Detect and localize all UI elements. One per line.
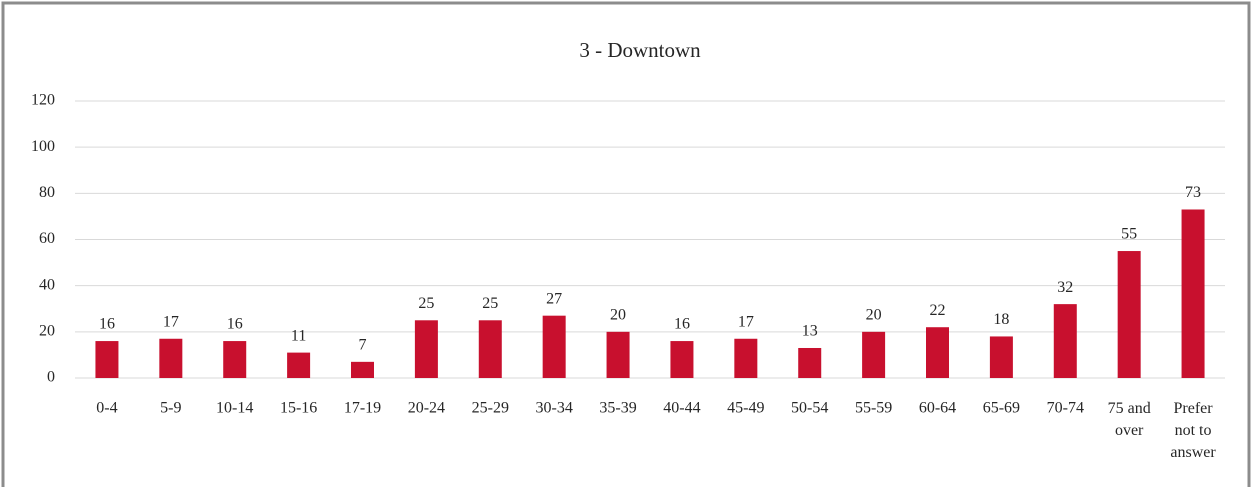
- bar: [606, 331, 630, 378]
- chart-title: 3 - Downtown: [579, 38, 701, 62]
- data-label: 73: [1185, 184, 1201, 201]
- bar: [223, 341, 247, 378]
- bar: [159, 338, 183, 378]
- y-tick-label: 20: [39, 323, 55, 340]
- x-tick-label: 55-59: [855, 400, 892, 417]
- bar: [862, 331, 886, 378]
- bar: [287, 352, 311, 378]
- bar: [351, 361, 374, 378]
- x-tick-label: 50-54: [791, 400, 828, 417]
- x-tick-label: 17-19: [344, 400, 381, 417]
- bar: [798, 347, 822, 378]
- x-tick-label: Prefer not to answer: [1170, 400, 1216, 461]
- data-label: 18: [993, 311, 1009, 328]
- data-label: 17: [738, 313, 754, 330]
- x-tick-label: 0-4: [96, 400, 117, 417]
- bar: [542, 315, 566, 378]
- data-label: 20: [610, 307, 626, 324]
- data-label: 13: [802, 323, 818, 340]
- x-tick-label: 10-14: [216, 400, 253, 417]
- x-tick-label: 40-44: [663, 400, 700, 417]
- y-tick-label: 80: [39, 184, 55, 201]
- data-label: 22: [930, 302, 946, 319]
- data-label: 16: [674, 316, 690, 333]
- x-tick-label: 25-29: [472, 400, 509, 417]
- y-tick-label: 0: [47, 369, 55, 386]
- bar: [95, 341, 119, 378]
- data-label: 17: [163, 313, 179, 330]
- y-tick-label: 40: [39, 276, 55, 293]
- x-tick-label: 75 and over: [1108, 400, 1151, 439]
- x-tick-label: 15-16: [280, 400, 317, 417]
- x-tick-label: 60-64: [919, 400, 956, 417]
- data-label: 55: [1121, 226, 1137, 243]
- x-tick-label: 5-9: [160, 400, 181, 417]
- bar: [989, 336, 1013, 378]
- data-label: 16: [227, 316, 243, 333]
- x-tick-label: 35-39: [599, 400, 636, 417]
- bar: [1053, 304, 1077, 378]
- x-tick-label: 70-74: [1047, 400, 1084, 417]
- data-label: 27: [546, 290, 562, 307]
- bar: [734, 338, 758, 378]
- data-label: 11: [291, 327, 306, 344]
- y-tick-label: 100: [31, 138, 55, 155]
- bar: [1117, 251, 1141, 378]
- data-label: 25: [482, 295, 498, 312]
- bar: [670, 341, 694, 378]
- x-tick-label: 65-69: [983, 400, 1020, 417]
- data-label: 7: [359, 337, 367, 354]
- x-tick-label: 20-24: [408, 400, 445, 417]
- data-label: 32: [1057, 279, 1073, 296]
- bar: [926, 327, 949, 378]
- bar: [414, 320, 438, 378]
- y-tick-label: 120: [31, 92, 55, 109]
- data-label: 16: [99, 316, 115, 333]
- bar: [1181, 209, 1205, 378]
- x-tick-label: 45-49: [727, 400, 764, 417]
- y-tick-label: 60: [39, 230, 55, 247]
- data-label: 20: [866, 307, 882, 324]
- bar: [478, 320, 502, 378]
- x-tick-label: 30-34: [536, 400, 573, 417]
- data-label: 25: [418, 295, 434, 312]
